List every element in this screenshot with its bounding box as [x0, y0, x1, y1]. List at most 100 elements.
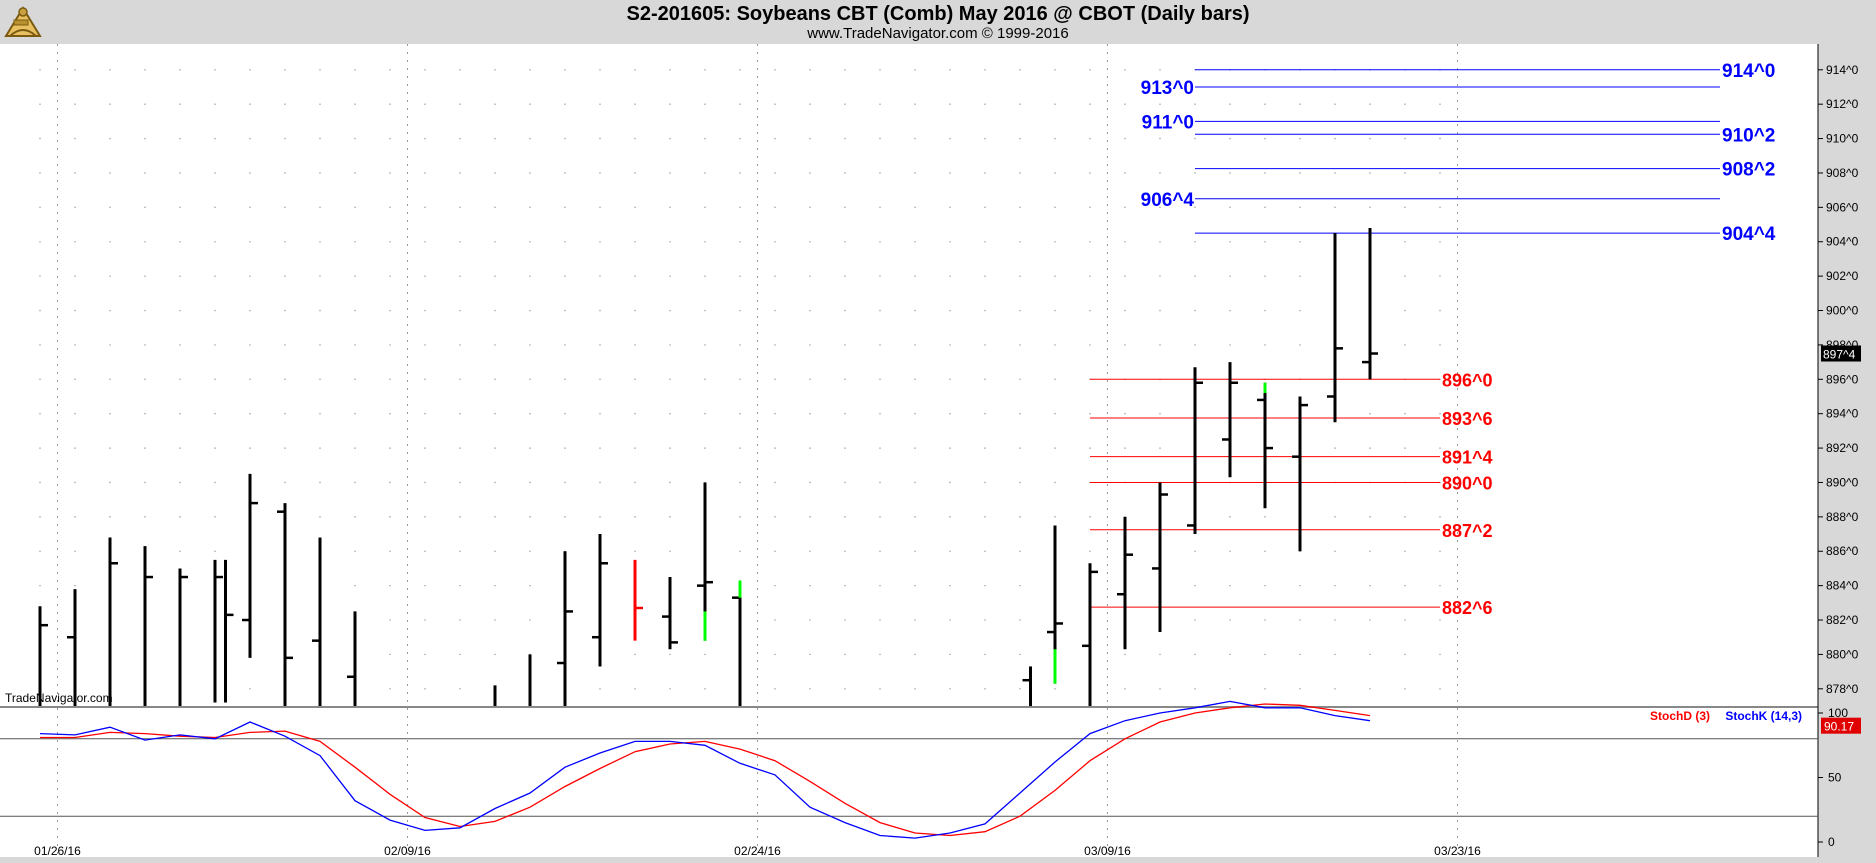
grid-dot [1299, 584, 1301, 587]
grid-dot [1159, 240, 1161, 243]
grid-dot [1264, 206, 1266, 209]
grid-dot [1019, 344, 1021, 346]
grid-dot [774, 137, 776, 140]
x-tick-label: 01/26/16 [34, 844, 81, 858]
grid-dot [1334, 172, 1336, 174]
grid-dot [39, 412, 41, 415]
grid-dot [284, 309, 286, 312]
grid-dot [179, 550, 181, 553]
grid-dot [459, 344, 461, 346]
grid-dot [389, 516, 391, 518]
grid-dot [1194, 240, 1196, 243]
grid-dot [1019, 206, 1021, 209]
grid-dot [949, 344, 951, 346]
grid-dot [984, 584, 986, 587]
grid-dot [354, 309, 356, 312]
grid-dot [1334, 584, 1336, 587]
grid-dot [529, 275, 531, 277]
grid-dot [1229, 172, 1231, 174]
grid-dot [879, 688, 881, 690]
grid-dot [389, 550, 391, 553]
grid-dot [424, 275, 426, 277]
grid-dot [1089, 447, 1091, 449]
grid-dot [39, 172, 41, 174]
grid-dot [634, 653, 636, 656]
grid-dot [249, 172, 251, 174]
grid-dot [389, 447, 391, 449]
chart-subtitle: www.TradeNavigator.com © 1999-2016 [807, 25, 1069, 42]
grid-dot [1439, 240, 1441, 243]
grid-dot [284, 275, 286, 277]
grid-dot [39, 275, 41, 277]
grid-dot [179, 240, 181, 243]
grid-dot [39, 240, 41, 243]
y-tick-label: 892^0 [1826, 441, 1859, 455]
grid-dot [389, 653, 391, 656]
grid-dot [1229, 344, 1231, 346]
grid-dot [949, 550, 951, 553]
grid-dot [774, 447, 776, 449]
grid-dot [1264, 516, 1266, 518]
grid-dot [1334, 206, 1336, 209]
grid-dot [214, 447, 216, 449]
grid-dot [949, 68, 951, 71]
grid-dot [1439, 172, 1441, 174]
grid-dot [564, 378, 566, 381]
grid-dot [424, 309, 426, 312]
grid-dot [599, 447, 601, 449]
grid-dot [39, 516, 41, 518]
grid-dot [704, 412, 706, 415]
x-tick-label: 02/24/16 [734, 844, 781, 858]
grid-dot [354, 550, 356, 553]
grid-dot [389, 103, 391, 105]
grid-dot [1124, 275, 1126, 277]
grid-dot [984, 378, 986, 381]
grid-dot [284, 68, 286, 71]
grid-dot [1369, 584, 1371, 587]
grid-dot [1404, 103, 1406, 105]
grid-dot [739, 481, 741, 484]
grid-dot [179, 206, 181, 209]
grid-dot [634, 447, 636, 449]
grid-dot [1404, 275, 1406, 277]
grid-dot [599, 172, 601, 174]
grid-dot [459, 172, 461, 174]
grid-dot [739, 206, 741, 209]
stoch-last-label: 90.17 [1824, 720, 1854, 734]
grid-dot [1089, 206, 1091, 209]
grid-dot [669, 172, 671, 174]
grid-dot [739, 550, 741, 553]
grid-dot [74, 103, 76, 105]
grid-dot [634, 137, 636, 140]
grid-dot [564, 240, 566, 243]
grid-dot [1159, 206, 1161, 209]
level-label: 890^0 [1442, 473, 1493, 493]
grid-dot [1019, 275, 1021, 277]
grid-dot [529, 344, 531, 346]
grid-dot [109, 137, 111, 140]
grid-dot [809, 653, 811, 656]
grid-dot [424, 206, 426, 209]
grid-dot [1299, 309, 1301, 312]
stoch-tick-label: 100 [1828, 706, 1848, 720]
grid-dot [424, 137, 426, 140]
grid-dot [459, 275, 461, 277]
grid-dot [39, 68, 41, 71]
grid-dot [949, 516, 951, 518]
grid-dot [1299, 137, 1301, 140]
x-tick-label: 02/09/16 [384, 844, 431, 858]
grid-dot [739, 447, 741, 449]
grid-dot [704, 309, 706, 312]
grid-dot [494, 275, 496, 277]
grid-dot [494, 550, 496, 553]
grid-dot [109, 344, 111, 346]
grid-dot [599, 516, 601, 518]
grid-dot [669, 344, 671, 346]
grid-dot [599, 103, 601, 105]
grid-dot [424, 172, 426, 174]
grid-dot [144, 240, 146, 243]
grid-dot [284, 103, 286, 105]
grid-dot [844, 550, 846, 553]
grid-dot [1439, 137, 1441, 140]
grid-dot [879, 68, 881, 71]
